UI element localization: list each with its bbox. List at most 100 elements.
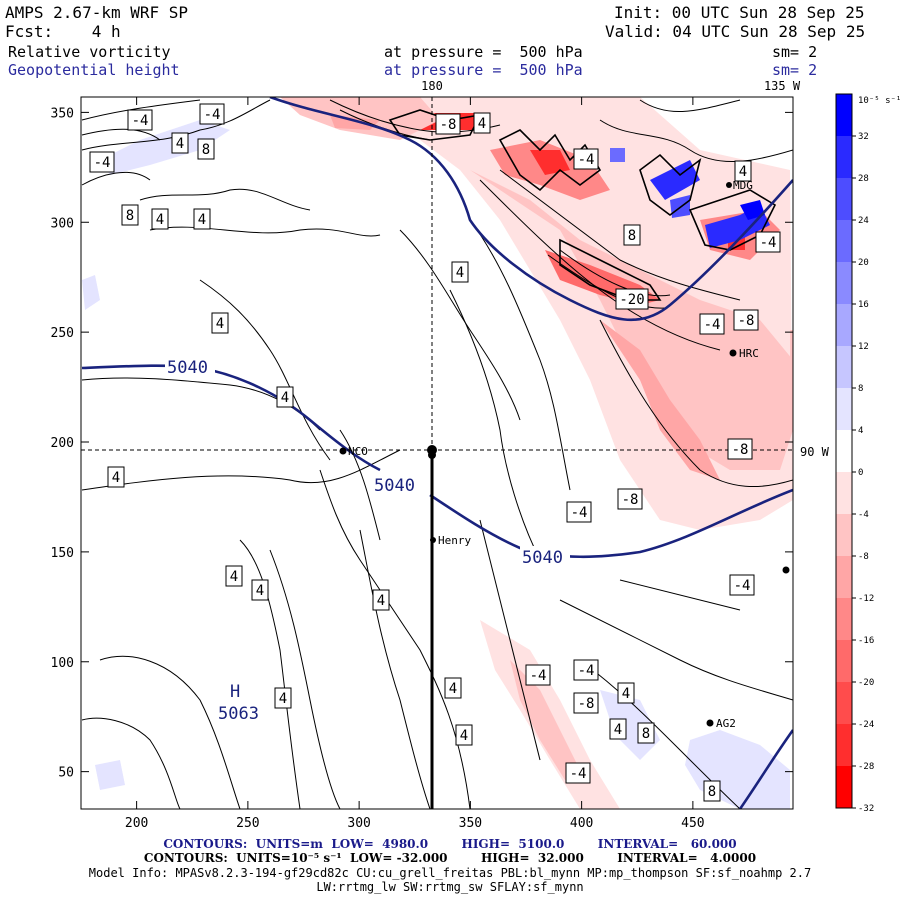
field2-level: at pressure = 500 hPa [384,61,583,79]
vorticity-label: 4 [216,316,224,332]
field1-name: Relative vorticity [8,43,171,61]
y-tick-label: 350 [51,106,74,121]
x-tick-label: 250 [236,816,259,831]
colorbar-label: 28 [858,174,869,184]
height-contour-5040-south [429,488,793,559]
vorticity-label-box [623,224,641,246]
vorticity-label-box [733,309,759,331]
geopotential-contours [81,97,793,809]
vorticity-label-box [727,438,753,460]
axis-ticks: 200 250 300 350 400 450 350 300 250 200 150 100 50 [51,97,793,831]
colorbar-swatch [836,514,852,557]
colorbar-swatch [836,430,852,473]
vorticity-label-box [609,718,627,740]
footer-physics-info: LW:rrtmg_lw SW:rrtmg_sw SFLAY:sf_mynn [316,880,584,894]
vorticity-label: -4 [570,766,587,782]
vorticity-label: -8 [732,442,749,458]
colorbar-swatch [836,178,852,221]
colorbar-label: 20 [858,258,869,268]
vorticity-label: -8 [738,313,755,329]
colorbar-swatch [836,346,852,389]
contour-line [547,254,666,309]
contour-line [479,519,541,761]
station-label-ag2: AG2 [716,717,736,730]
stations: NCO Henry MDG HRC AG2 [339,179,790,730]
shade-pos32-a [740,200,765,220]
contour-line [359,529,431,809]
vorticity-labels: -4 -4 -4 4 8 8 4 4 4 4 4 4 4 4 4 4 4 4 -8 4 -4 4 8 -4 -20 -4 -8 -8 -… [89,103,781,802]
x-tick-label: 450 [681,816,704,831]
vorticity-label: -8 [578,696,595,712]
y-tick-label: 100 [51,656,74,671]
contour-cluster [639,153,702,216]
contour-line [81,717,181,809]
vorticity-label-box [473,112,491,134]
contour-line [339,429,381,541]
contour-line [269,549,341,809]
contour-line [499,169,741,301]
station-label-nco: NCO [348,445,368,458]
vorticity-label: -4 [704,317,721,333]
vorticity-label-box [615,288,649,310]
vorticity-label: -4 [734,578,751,594]
pole-marker-b [428,451,436,459]
vorticity-label-box [372,589,390,611]
vorticity-label: 4 [230,569,238,585]
field1-smoothing: sm= 2 [772,43,818,61]
contour-line [639,99,741,112]
vorticity-label: 4 [449,681,457,697]
vorticity-label: 8 [126,208,134,224]
vorticity-label-box [699,313,725,335]
height-label-bg [165,356,215,376]
x-tick-label: 300 [347,816,370,831]
footer-height-contours: CONTOURS: UNITS=m LOW= 4980.0 HIGH= 5100… [163,837,737,851]
contour-line [239,539,301,809]
vorticity-label: 8 [628,228,636,244]
colorbar-frame [835,93,853,809]
vorticity-label-box [703,780,721,802]
contour-line [81,99,271,151]
vorticity-label: -8 [622,492,639,508]
contour-line [399,229,521,421]
height-label-5040-center: 5040 [374,476,415,496]
vorticity-label-box [211,312,229,334]
station-dot-nco [339,447,347,455]
vorticity-label-box [573,148,599,170]
vorticity-label: 4 [256,583,264,599]
contour-line [99,655,241,809]
colorbar-swatch [836,766,852,809]
contour-line [149,226,381,237]
colorbar-label: -12 [858,594,874,604]
high-marker: H [230,682,240,702]
contour-line [599,119,793,162]
vorticity-label-box [573,692,599,714]
colorbar-swatch [836,682,852,725]
colorbar-swatch [836,388,852,431]
vorticity-label-box [435,113,461,135]
vorticity-label: -4 [530,668,547,684]
colorbar-swatch [836,556,852,599]
colorbar-swatch [836,220,852,263]
vorticity-label: 4 [456,265,464,281]
vorticity-label-box [729,574,755,596]
vorticity-label-box [127,109,153,131]
vorticity-label: 4 [156,212,164,228]
colorbar-label: -8 [858,552,869,562]
plot-frame [80,96,794,810]
vorticity-label-box [197,138,215,160]
contour-cluster [559,238,662,301]
shade-pos4-c [95,760,125,790]
colorbar-label: -20 [858,678,874,688]
plot-area: NCO Henry MDG HRC AG2 5040 5040 5040 H 5… [81,97,793,809]
valid-time: Valid: 04 UTC Sun 28 Sep 25 [605,22,866,41]
y-tick-label: 300 [51,216,74,231]
contour-line [81,449,401,491]
vorticity-label: 4 [176,136,184,152]
y-tick-label: 150 [51,546,74,561]
colorbar-label: 32 [858,132,869,142]
vorticity-label-box [251,579,269,601]
field2-smoothing: sm= 2 [772,61,818,79]
vorticity-label-box [444,677,462,699]
station-label-mdg: MDG [733,179,753,192]
high-value: 5063 [218,704,259,724]
